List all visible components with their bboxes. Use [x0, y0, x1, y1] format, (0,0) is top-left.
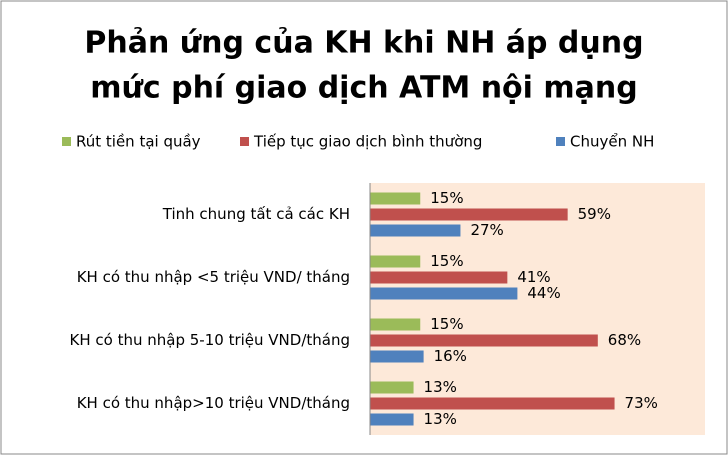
bar [370, 334, 598, 347]
value-label: 15% [430, 252, 463, 270]
bar [370, 397, 615, 410]
bar [370, 381, 414, 394]
y-tick-label: KH có thu nhập>10 triệu VND/tháng [77, 394, 350, 412]
value-label: 44% [527, 284, 560, 302]
bar [370, 224, 461, 237]
y-tick-label: Tinh chung tất cả các KH [162, 205, 350, 223]
legend-label: Tiếp tục giao dịch bình thường [253, 133, 482, 151]
legend-label: Rút tiền tại quầy [76, 133, 201, 151]
bar [370, 192, 421, 205]
legend-label: Chuyển NH [570, 133, 654, 151]
bar [370, 413, 414, 426]
chart-title: mức phí giao dịch ATM nội mạng [90, 71, 638, 106]
value-label: 59% [578, 205, 611, 223]
value-label: 41% [517, 268, 550, 286]
legend-swatch [240, 137, 249, 146]
y-tick-label: KH có thu nhập <5 triệu VND/ tháng [77, 268, 350, 286]
value-label: 15% [430, 189, 463, 207]
value-label: 15% [430, 315, 463, 333]
chart-title: Phản ứng của KH khi NH áp dụng [84, 26, 643, 61]
bar [370, 287, 518, 300]
bar [370, 318, 421, 331]
value-label: 13% [424, 410, 457, 428]
bar [370, 255, 421, 268]
legend-swatch [62, 137, 71, 146]
value-label: 13% [424, 378, 457, 396]
y-tick-label: KH có thu nhập 5-10 triệu VND/tháng [70, 331, 350, 349]
bar [370, 208, 568, 221]
bar [370, 271, 508, 284]
legend-swatch [556, 137, 565, 146]
value-label: 16% [434, 347, 467, 365]
bar [370, 350, 424, 363]
value-label: 73% [625, 394, 658, 412]
value-label: 68% [608, 331, 641, 349]
value-label: 27% [470, 221, 503, 239]
